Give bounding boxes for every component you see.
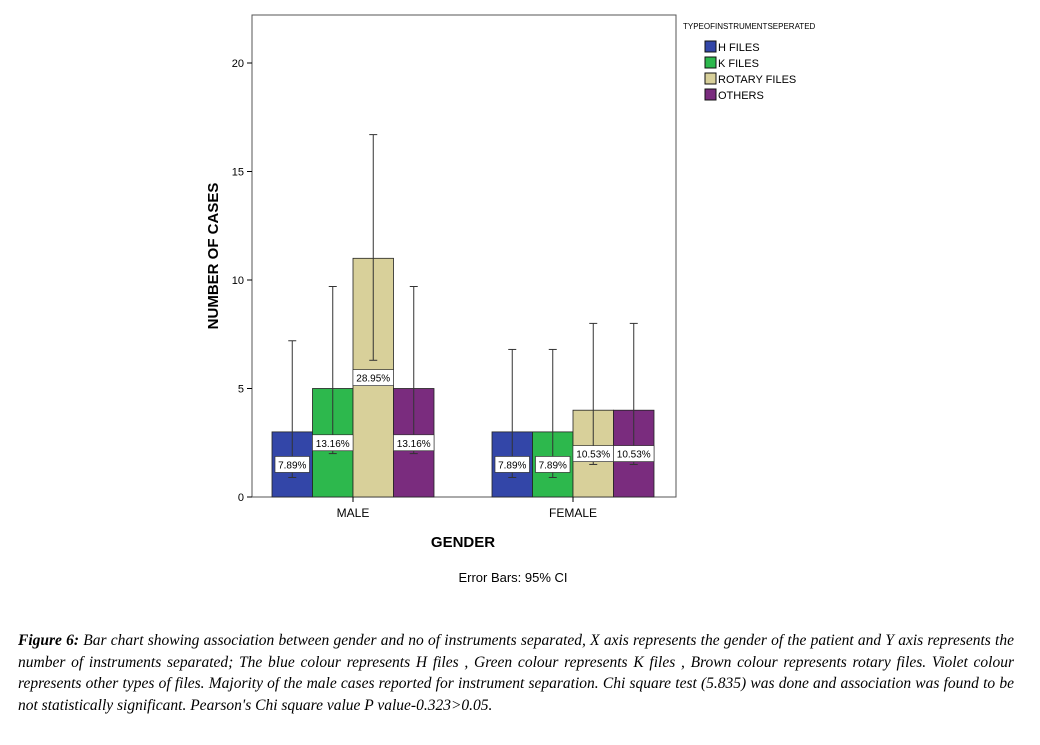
legend-label-rotary-files: ROTARY FILES <box>718 74 796 86</box>
data-label-box-others-male <box>393 434 435 452</box>
data-label-box-h-files-female <box>494 456 530 473</box>
caption-label: Figure 6: <box>18 632 80 649</box>
caption-text: Bar chart showing association between ge… <box>18 632 1014 714</box>
data-label-box-h-files-male <box>274 456 310 473</box>
data-label-box-k-files-female <box>535 456 571 473</box>
x-axis-categories: MALE FEMALE <box>337 497 597 520</box>
error-bars <box>288 134 638 478</box>
data-label-box-rotary-files-male <box>352 369 394 386</box>
error-bars-note: Error Bars: 95% CI <box>458 570 567 585</box>
x-category-male: MALE <box>337 506 370 520</box>
legend-swatch-k-files <box>704 56 717 69</box>
legend-label-k-files: K FILES <box>718 58 759 70</box>
y-tick-label-5: 5 <box>238 384 244 396</box>
legend-swatch-h-files <box>704 40 717 53</box>
data-label-box-others-female <box>613 445 655 462</box>
data-label-h-files-male: 7.89% <box>278 460 306 471</box>
y-tick-label-15: 15 <box>232 167 244 179</box>
data-labels: 7.89% 13.16% 28.95% 13.16% 7.89% 7.89% 10.53% 1… <box>274 369 655 473</box>
y-axis-ticks: 0 5 10 15 20 <box>232 58 252 504</box>
data-label-rotary-files-female: 10.53% <box>576 450 610 461</box>
figure-caption: Figure 6: Bar chart showing association … <box>18 630 1014 716</box>
data-label-box-k-files-male <box>312 434 354 452</box>
data-label-k-files-male: 13.16% <box>316 439 350 450</box>
data-label-rotary-files-male: 28.95% <box>356 374 390 385</box>
legend-swatch-rotary-files <box>704 72 717 85</box>
legend-label-others: OTHERS <box>718 90 764 102</box>
legend-label-h-files: H FILES <box>718 42 760 54</box>
legend-swatch-others <box>704 88 717 101</box>
legend: TYPEOFINSTRUMENTSEPERATED H FILES K FILES… <box>683 22 816 102</box>
data-label-h-files-female: 7.89% <box>498 460 526 471</box>
data-label-others-female: 10.53% <box>617 450 651 461</box>
data-label-others-male: 13.16% <box>397 439 431 450</box>
y-axis-title: NUMBER OF CASES <box>205 183 222 330</box>
y-tick-label-0: 0 <box>238 492 244 504</box>
x-category-female: FEMALE <box>549 506 597 520</box>
y-tick-label-20: 20 <box>232 58 244 70</box>
y-tick-label-10: 10 <box>232 275 244 287</box>
x-axis-title: GENDER <box>431 534 495 551</box>
legend-title: TYPEOFINSTRUMENTSEPERATED <box>683 22 816 31</box>
data-label-k-files-female: 7.89% <box>539 460 567 471</box>
